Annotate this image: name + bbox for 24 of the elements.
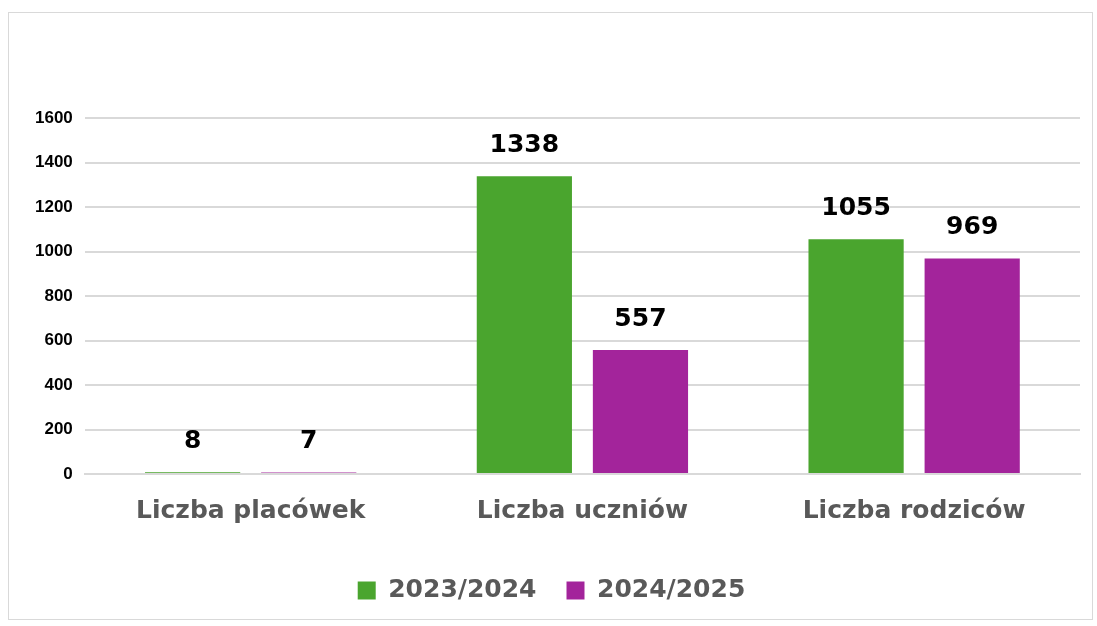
y-tick-label: 0 — [63, 463, 73, 483]
y-tick-label: 200 — [44, 419, 73, 439]
data-label: 557 — [614, 303, 667, 333]
y-tick-label: 1600 — [34, 107, 73, 127]
y-tick-label: 800 — [44, 285, 73, 305]
data-label: 969 — [946, 211, 999, 241]
data-label: 1338 — [489, 129, 560, 159]
y-tick-label: 400 — [44, 374, 73, 394]
x-tick-label: Liczba placówek — [136, 494, 367, 524]
bar — [808, 239, 904, 473]
x-tick-label: Liczba rodziców — [802, 494, 1026, 524]
bar — [592, 350, 689, 473]
x-tick-label: Liczba uczniów — [476, 494, 688, 524]
data-label: 1055 — [821, 192, 891, 222]
data-label: 8 — [183, 425, 202, 455]
y-tick-label: 1000 — [34, 241, 73, 261]
y-tick-label: 600 — [44, 330, 73, 350]
y-tick-label: 1400 — [34, 152, 73, 172]
bar — [476, 176, 572, 473]
legend-label: 2023/2024 — [388, 574, 537, 603]
legend-label: 2024/2025 — [597, 574, 746, 603]
y-tick-label: 1200 — [34, 196, 73, 216]
data-label: 7 — [300, 425, 318, 455]
bar — [924, 258, 1020, 473]
